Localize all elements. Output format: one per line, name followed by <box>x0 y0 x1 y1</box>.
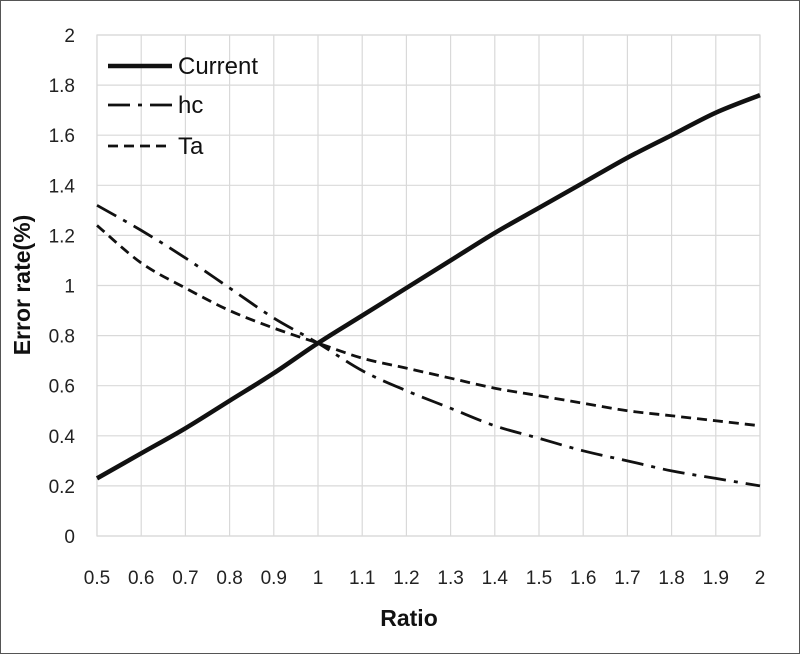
series-line-hc <box>96 204 761 488</box>
x-tick-label: 0.5 <box>84 568 110 589</box>
x-tick-label: 1.8 <box>658 568 684 589</box>
grid-lines <box>96 34 761 537</box>
x-tick-label: 0.8 <box>216 568 242 589</box>
x-tick-label: 1.6 <box>570 568 596 589</box>
legend-label: hc <box>178 92 203 119</box>
y-tick-label: 0.2 <box>49 477 75 498</box>
y-tick-label: 2 <box>64 26 75 47</box>
x-tick-label: 1.5 <box>526 568 552 589</box>
y-tick-label: 0.8 <box>49 327 75 348</box>
plot-area <box>96 34 761 537</box>
y-tick-label: 0.4 <box>49 427 76 448</box>
series-line-current <box>95 93 761 481</box>
x-tick-label: 0.6 <box>128 568 154 589</box>
y-tick-label: 0.6 <box>49 377 75 398</box>
x-tick-label: 1 <box>313 568 324 589</box>
x-tick-label: 1.1 <box>349 568 375 589</box>
y-tick-label: 1 <box>64 277 75 298</box>
x-tick-label: 0.9 <box>261 568 287 589</box>
y-axis-title: Error rate(%) <box>9 215 35 356</box>
x-tick-labels: 0.5 0.6 0.7 0.8 0.9 1 1.1 1.2 1.3 1.4 1.5 1.6 1.7 1.8… <box>84 568 766 589</box>
x-tick-label: 1.9 <box>703 568 729 589</box>
y-tick-label: 1.6 <box>49 126 75 147</box>
x-tick-label: 0.7 <box>172 568 198 589</box>
y-tick-label: 0 <box>64 527 75 548</box>
x-axis-title: Ratio <box>380 605 438 631</box>
x-tick-label: 1.2 <box>393 568 419 589</box>
legend: Current hc Ta <box>108 53 258 160</box>
y-tick-label: 1.2 <box>49 226 75 247</box>
series-line-ta <box>96 224 761 428</box>
legend-label: Current <box>178 53 258 80</box>
x-tick-label: 1.3 <box>437 568 463 589</box>
y-tick-labels: 0 0.2 0.4 0.6 0.8 1 1.2 1.4 1.6 1.8 2 <box>49 26 76 548</box>
legend-label: Ta <box>178 133 204 160</box>
series-layer <box>95 93 761 488</box>
x-tick-label: 1.7 <box>614 568 640 589</box>
x-tick-label: 1.4 <box>482 568 509 589</box>
x-tick-label: 2 <box>755 568 766 589</box>
y-tick-label: 1.4 <box>49 176 76 197</box>
y-tick-label: 1.8 <box>49 76 75 97</box>
